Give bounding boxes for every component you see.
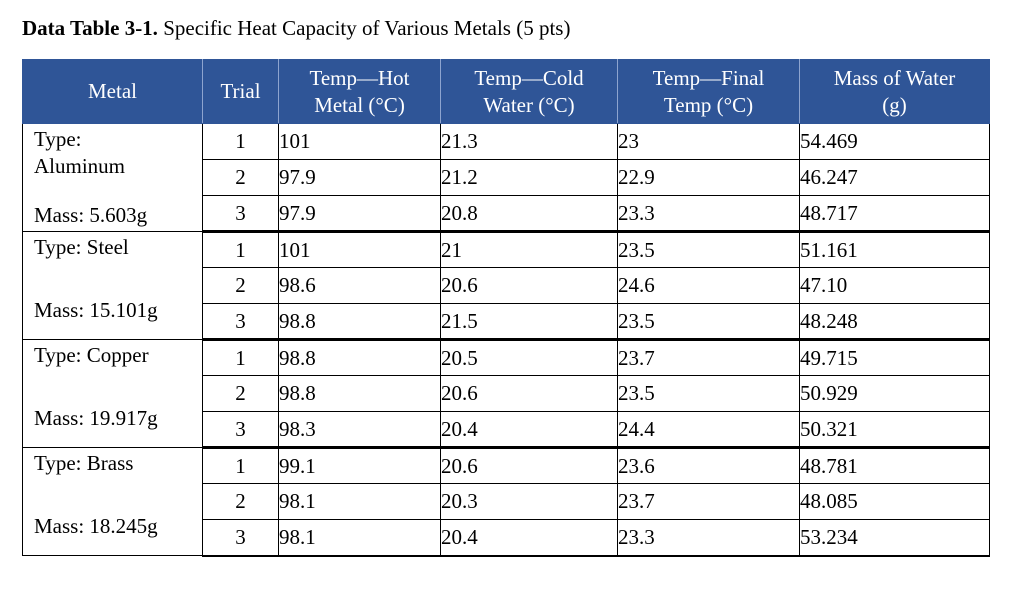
trial-cell: 1 xyxy=(202,123,279,160)
trial-cell: 3 xyxy=(202,519,279,557)
table-row: 2 98.6 20.6 24.6 47.10 xyxy=(23,267,990,304)
water-mass-cell: 49.715 xyxy=(799,339,990,376)
final-temp-cell: 23.6 xyxy=(617,447,800,484)
metal-type: Type: Aluminum xyxy=(34,127,126,178)
trial-cell: 2 xyxy=(202,267,279,304)
table-row: 2 97.9 21.2 22.9 46.247 xyxy=(23,159,990,196)
water-mass-cell: 51.161 xyxy=(799,231,990,268)
metal-type: Type: Steel xyxy=(34,235,129,259)
trial-cell: 1 xyxy=(202,447,279,484)
metal-type: Type: Brass xyxy=(34,451,134,475)
metal-mass: Mass: 19.917g xyxy=(34,406,158,430)
header-metal: Metal xyxy=(22,59,203,124)
header-cold-water: Temp—Cold Water (°C) xyxy=(440,59,618,124)
cold-water-cell: 20.4 xyxy=(440,519,618,557)
cold-water-cell: 21.3 xyxy=(440,123,618,160)
water-mass-cell: 54.469 xyxy=(799,123,990,160)
cold-water-cell: 20.4 xyxy=(440,411,618,449)
final-temp-cell: 23.5 xyxy=(617,303,800,341)
final-temp-cell: 23.5 xyxy=(617,375,800,412)
table-row: Type: Steel Mass: 15.101g 1 101 21 23.5 … xyxy=(22,231,990,340)
table-row: Type: Copper Mass: 19.917g 1 98.8 20.5 2… xyxy=(22,339,990,448)
caption-label: Data Table 3-1. xyxy=(22,16,158,40)
table-row: Type: Aluminum Mass: 5.603g 1 101 21.3 23… xyxy=(22,123,990,232)
table-row: 3 98.3 20.4 24.4 50.321 xyxy=(23,411,990,449)
trial-cell: 3 xyxy=(202,411,279,449)
final-temp-cell: 23 xyxy=(617,123,800,160)
table-row: 3 98.8 21.5 23.5 48.248 xyxy=(23,303,990,341)
cold-water-cell: 20.3 xyxy=(440,483,618,520)
table-row: 3 97.9 20.8 23.3 48.717 xyxy=(23,195,990,233)
metal-cell-aluminum: Type: Aluminum Mass: 5.603g xyxy=(22,123,203,232)
hot-metal-cell: 98.1 xyxy=(278,519,441,557)
final-temp-cell: 23.7 xyxy=(617,339,800,376)
cold-water-cell: 20.8 xyxy=(440,195,618,233)
cold-water-cell: 20.6 xyxy=(440,267,618,304)
final-temp-cell: 23.3 xyxy=(617,195,800,233)
final-temp-cell: 24.6 xyxy=(617,267,800,304)
water-mass-cell: 53.234 xyxy=(799,519,990,557)
table-row: 2 98.8 20.6 23.5 50.929 xyxy=(23,375,990,412)
hot-metal-cell: 98.6 xyxy=(278,267,441,304)
cold-water-cell: 21.2 xyxy=(440,159,618,196)
hot-metal-cell: 98.8 xyxy=(278,375,441,412)
cold-water-cell: 21 xyxy=(440,231,618,268)
final-temp-cell: 22.9 xyxy=(617,159,800,196)
hot-metal-cell: 101 xyxy=(278,123,441,160)
cold-water-cell: 20.5 xyxy=(440,339,618,376)
water-mass-cell: 47.10 xyxy=(799,267,990,304)
hot-metal-cell: 98.8 xyxy=(278,339,441,376)
cold-water-cell: 20.6 xyxy=(440,447,618,484)
cold-water-cell: 20.6 xyxy=(440,375,618,412)
water-mass-cell: 46.247 xyxy=(799,159,990,196)
header-row: Metal Trial Temp—Hot Metal (°C) Temp—Cold… xyxy=(22,59,990,124)
metal-cell-steel: Type: Steel Mass: 15.101g xyxy=(22,231,203,340)
caption-text: Specific Heat Capacity of Various Metals… xyxy=(157,16,571,40)
table-caption: Data Table 3-1. Specific Heat Capacity o… xyxy=(22,16,570,41)
water-mass-cell: 50.929 xyxy=(799,375,990,412)
final-temp-cell: 23.7 xyxy=(617,483,800,520)
trial-cell: 3 xyxy=(202,303,279,341)
water-mass-cell: 48.781 xyxy=(799,447,990,484)
trial-cell: 2 xyxy=(202,159,279,196)
water-mass-cell: 48.717 xyxy=(799,195,990,233)
final-temp-cell: 23.3 xyxy=(617,519,800,557)
trial-cell: 1 xyxy=(202,339,279,376)
trial-cell: 1 xyxy=(202,231,279,268)
header-final-temp: Temp—Final Temp (°C) xyxy=(617,59,800,124)
header-trial: Trial xyxy=(202,59,279,124)
hot-metal-cell: 97.9 xyxy=(278,195,441,233)
metal-type: Type: Copper xyxy=(34,343,149,367)
trial-cell: 3 xyxy=(202,195,279,233)
hot-metal-cell: 98.8 xyxy=(278,303,441,341)
metal-mass: Mass: 15.101g xyxy=(34,298,158,322)
metal-mass: Mass: 18.245g xyxy=(34,514,158,538)
trial-cell: 2 xyxy=(202,483,279,520)
hot-metal-cell: 99.1 xyxy=(278,447,441,484)
specific-heat-table: Metal Trial Temp—Hot Metal (°C) Temp—Cold… xyxy=(22,59,990,557)
trial-cell: 2 xyxy=(202,375,279,412)
hot-metal-cell: 101 xyxy=(278,231,441,268)
final-temp-cell: 23.5 xyxy=(617,231,800,268)
water-mass-cell: 48.085 xyxy=(799,483,990,520)
hot-metal-cell: 98.3 xyxy=(278,411,441,449)
hot-metal-cell: 97.9 xyxy=(278,159,441,196)
table-row: 3 98.1 20.4 23.3 53.234 xyxy=(23,519,990,557)
header-water-mass: Mass of Water (g) xyxy=(799,59,990,124)
header-hot-metal: Temp—Hot Metal (°C) xyxy=(278,59,441,124)
water-mass-cell: 50.321 xyxy=(799,411,990,449)
water-mass-cell: 48.248 xyxy=(799,303,990,341)
hot-metal-cell: 98.1 xyxy=(278,483,441,520)
final-temp-cell: 24.4 xyxy=(617,411,800,449)
metal-mass: Mass: 5.603g xyxy=(34,203,148,227)
table-row: Type: Brass Mass: 18.245g 1 99.1 20.6 23… xyxy=(22,447,990,556)
cold-water-cell: 21.5 xyxy=(440,303,618,341)
metal-cell-brass: Type: Brass Mass: 18.245g xyxy=(22,447,203,556)
metal-cell-copper: Type: Copper Mass: 19.917g xyxy=(22,339,203,448)
